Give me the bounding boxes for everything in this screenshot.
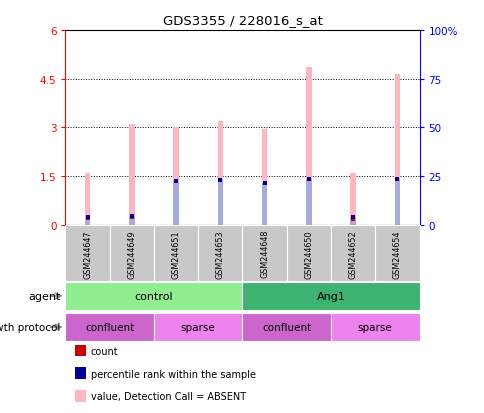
Bar <box>153 313 242 341</box>
Text: GSM244651: GSM244651 <box>171 230 180 278</box>
Bar <box>109 225 153 281</box>
Bar <box>350 218 355 225</box>
Text: confluent: confluent <box>85 322 134 332</box>
Text: value, Detection Call = ABSENT: value, Detection Call = ABSENT <box>91 392 245 401</box>
Text: percentile rank within the sample: percentile rank within the sample <box>91 369 255 379</box>
Bar <box>242 225 286 281</box>
Bar <box>153 225 198 281</box>
Bar <box>261 184 267 225</box>
Bar <box>394 180 399 225</box>
Bar <box>242 313 330 341</box>
Bar <box>65 282 242 310</box>
Text: GSM244650: GSM244650 <box>304 230 313 278</box>
Text: sparse: sparse <box>181 322 215 332</box>
Text: control: control <box>135 291 173 301</box>
Bar <box>173 128 179 225</box>
Text: GSM244653: GSM244653 <box>215 230 225 278</box>
Bar <box>350 173 355 225</box>
Bar <box>286 225 330 281</box>
Text: sparse: sparse <box>357 322 392 332</box>
Bar <box>305 68 311 225</box>
Title: GDS3355 / 228016_s_at: GDS3355 / 228016_s_at <box>162 14 322 27</box>
Text: GSM244647: GSM244647 <box>83 230 92 278</box>
Text: Ang1: Ang1 <box>316 291 345 301</box>
Bar <box>217 180 223 225</box>
Text: growth protocol: growth protocol <box>0 322 60 332</box>
Text: agent: agent <box>28 291 61 301</box>
Bar <box>129 216 134 225</box>
Bar <box>173 181 179 225</box>
Bar <box>65 313 153 341</box>
Bar <box>85 173 90 225</box>
Text: GSM244648: GSM244648 <box>259 230 269 278</box>
Bar <box>65 225 109 281</box>
Bar <box>85 218 90 225</box>
Bar <box>242 282 419 310</box>
Bar <box>129 125 134 225</box>
Text: GSM244649: GSM244649 <box>127 230 136 278</box>
Text: GSM244654: GSM244654 <box>392 230 401 278</box>
Text: GSM244652: GSM244652 <box>348 230 357 278</box>
Bar <box>375 225 419 281</box>
Bar <box>330 225 375 281</box>
Text: confluent: confluent <box>261 322 311 332</box>
Bar <box>330 313 419 341</box>
Text: count: count <box>91 346 118 356</box>
Bar <box>198 225 242 281</box>
Bar <box>305 179 311 225</box>
Bar <box>261 130 267 225</box>
Bar <box>217 121 223 225</box>
Bar <box>394 75 399 225</box>
